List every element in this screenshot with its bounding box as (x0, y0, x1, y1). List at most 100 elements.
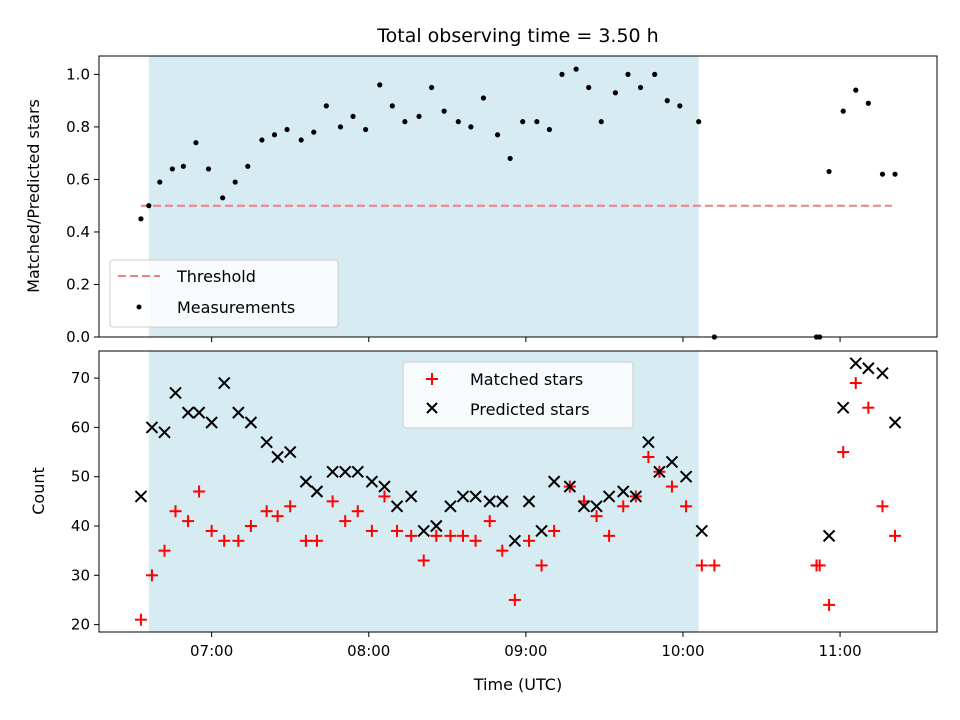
predicted-star-point (602, 490, 616, 503)
matched-star-point (680, 500, 693, 513)
measurement-point (271, 132, 278, 138)
measurement-point (652, 71, 658, 77)
measurement-point (205, 166, 212, 172)
measurement-point (865, 100, 871, 106)
predicted-star-point (244, 416, 258, 429)
predicted-star-point (417, 524, 430, 538)
predicted-star-point (888, 416, 902, 429)
measurement-point (455, 119, 461, 125)
matched-star-point (365, 524, 378, 537)
predicted-star-point (232, 406, 245, 419)
matched-star-point (182, 515, 195, 528)
predicted-star-point (192, 406, 206, 419)
matched-star-point (271, 510, 284, 523)
measurement-point (138, 216, 144, 222)
legend-matched-label: Matched stars (470, 370, 583, 389)
measurement-point (259, 137, 265, 143)
matched-star-point (444, 529, 457, 542)
predicted-star-point (642, 435, 655, 449)
measurement-point (193, 140, 199, 146)
matched-star-point (483, 515, 496, 528)
measurement-point (232, 179, 238, 185)
predicted-star-point (535, 524, 548, 538)
bottom-axes-frame (98, 350, 938, 633)
predicted-star-point (271, 450, 284, 464)
top-panel: Total observing time = 3.50 h 0.00.20.40… (24, 25, 938, 346)
measurement-point (350, 113, 356, 120)
predicted-star-point (837, 401, 850, 414)
matched-star-point (849, 377, 862, 390)
matched-star-point (457, 529, 470, 542)
measurement-points (138, 66, 898, 340)
matched-star-point (813, 559, 826, 572)
measurement-point (840, 108, 846, 114)
measurement-point (377, 82, 383, 88)
legend-matched-swatch (426, 373, 438, 385)
predicted-star-point (169, 386, 182, 400)
matched-star-point (508, 593, 521, 606)
matched-star-point (158, 544, 171, 557)
legend-predicted-swatch (426, 402, 438, 414)
bottom-y-tick-label: 50 (71, 468, 90, 486)
predicted-star-point (338, 465, 352, 478)
measurement-point (480, 95, 487, 101)
bottom-y-tick-label: 30 (71, 566, 90, 584)
predicted-star-point (695, 524, 709, 538)
measurement-point (612, 90, 619, 96)
measurement-point (284, 126, 290, 133)
measurement-point (586, 84, 592, 91)
legend-measurements-label: Measurements (177, 298, 295, 317)
matched-star-point (708, 559, 721, 572)
predicted-star-point (822, 529, 836, 543)
predicted-star-point (365, 475, 379, 488)
predicted-star-point (483, 495, 496, 508)
bottom-y-tick-label: 40 (71, 517, 90, 535)
bottom-x-tick-label: 08:00 (347, 642, 390, 660)
top-axes-frame (98, 55, 938, 338)
bottom-x-tick-label: 10:00 (661, 642, 704, 660)
bottom-x-tick-label: 11:00 (818, 642, 861, 660)
matched-star-point (351, 505, 364, 518)
legend-predicted-label: Predicted stars (470, 400, 590, 419)
measurement-point (245, 163, 251, 169)
matched-star-point (299, 534, 312, 547)
measurement-point (157, 179, 163, 185)
top-y-axis-label: Matched/Predicted stars (24, 99, 43, 293)
matched-star-point (823, 598, 836, 611)
bottom-y-ticks: 20 30 40 50 60 70 (71, 369, 99, 634)
predicted-star-point (522, 495, 536, 508)
measurement-point (428, 84, 435, 91)
bottom-x-tick-label: 09:00 (504, 642, 547, 660)
predicted-star-point (404, 490, 418, 503)
measurement-point (389, 103, 395, 109)
bottom-legend-box (402, 361, 634, 429)
predicted-stars-points (134, 357, 902, 548)
matched-star-point (310, 534, 323, 547)
matched-star-point (417, 554, 430, 567)
measurement-point (416, 113, 422, 120)
measurement-point (546, 126, 553, 133)
predicted-star-point (351, 465, 364, 478)
predicted-star-point (590, 500, 603, 513)
predicted-star-point (577, 500, 591, 513)
top-y-tick-label: 0.6 (66, 170, 90, 188)
predicted-star-point (617, 485, 630, 498)
predicted-star-point (430, 519, 443, 533)
measurement-point (696, 119, 702, 125)
predicted-star-point (508, 534, 522, 548)
predicted-star-point (679, 470, 693, 483)
measurement-point (625, 71, 631, 77)
top-legend: Threshold Measurements (109, 259, 339, 328)
measurement-point (402, 119, 408, 125)
measurement-point (494, 132, 501, 138)
predicted-star-point (390, 500, 404, 513)
matched-star-point (232, 534, 245, 547)
top-legend-box (109, 259, 339, 328)
matched-star-point (378, 490, 391, 503)
measurement-point (637, 84, 644, 91)
matched-star-point (862, 401, 875, 414)
predicted-star-point (134, 490, 148, 503)
matched-star-point (391, 524, 404, 537)
predicted-star-point (181, 406, 195, 419)
